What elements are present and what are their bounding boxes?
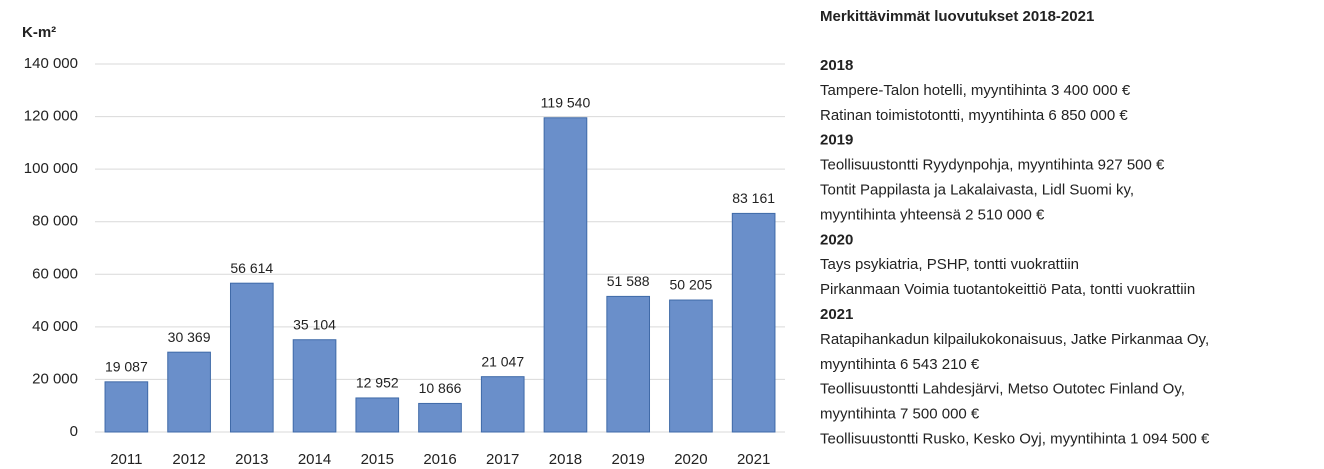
x-tick-label: 2012 xyxy=(172,451,205,468)
section-line: myyntihinta 7 500 000 € xyxy=(820,406,980,423)
bar xyxy=(669,299,713,433)
data-label: 21 047 xyxy=(481,353,524,369)
bar xyxy=(480,376,525,433)
x-tick-label: 2011 xyxy=(110,451,142,468)
section-line: Tays psykiatria, PSHP, tontti vuokrattii… xyxy=(820,256,1079,273)
y-tick-label: 100 000 xyxy=(24,160,78,177)
data-label: 10 866 xyxy=(419,380,462,396)
y-tick-label: 120 000 xyxy=(24,108,78,125)
section-line: Teollisuustontti Ryydynpohja, myyntihint… xyxy=(820,157,1165,174)
section-line: myyntihinta 6 543 210 € xyxy=(820,356,980,373)
x-tick-label: 2014 xyxy=(298,451,331,468)
section-year: 2021 xyxy=(820,306,853,323)
section-line: Tampere-Talon hotelli, myyntihinta 3 400… xyxy=(820,82,1131,99)
bar xyxy=(167,351,211,433)
section-year: 2018 xyxy=(820,57,853,74)
x-tick-label: 2016 xyxy=(423,451,456,468)
y-axis-title: K-m² xyxy=(22,24,56,41)
section-line: Ratinan toimistotontti, myyntihinta 6 85… xyxy=(820,107,1128,124)
section-line: Pirkanmaan Voimia tuotantokeittiö Pata, … xyxy=(820,281,1195,298)
bar xyxy=(229,282,274,433)
x-tick-label: 2017 xyxy=(486,451,519,468)
data-label: 12 952 xyxy=(356,375,399,391)
y-tick-label: 0 xyxy=(70,423,78,440)
section-line: Tontit Pappilasta ja Lakalaivasta, Lidl … xyxy=(820,181,1134,198)
x-tick-label: 2021 xyxy=(737,451,770,468)
bar xyxy=(543,117,588,433)
bar xyxy=(418,402,462,433)
y-tick-label: 140 000 xyxy=(24,55,78,72)
section-year: 2020 xyxy=(820,231,853,248)
sidebar-title: Merkittävimmät luovutukset 2018-2021 xyxy=(820,8,1094,25)
y-tick-label: 80 000 xyxy=(32,213,78,230)
section-year: 2019 xyxy=(820,132,853,149)
bar xyxy=(731,212,776,433)
section-line: Ratapihankadun kilpailukokonaisuus, Jatk… xyxy=(820,331,1209,348)
x-tick-label: 2020 xyxy=(674,451,707,468)
x-tick-label: 2019 xyxy=(611,451,644,468)
section-line: Teollisuustontti Rusko, Kesko Oyj, myynt… xyxy=(820,430,1210,447)
data-label: 35 104 xyxy=(293,316,336,332)
section-line: Teollisuustontti Lahdesjärvi, Metso Outo… xyxy=(820,381,1185,398)
y-tick-label: 60 000 xyxy=(32,265,78,282)
bar xyxy=(606,295,651,433)
data-label: 83 161 xyxy=(732,190,775,206)
bar xyxy=(292,339,337,433)
y-tick-label: 40 000 xyxy=(32,318,78,335)
data-label: 30 369 xyxy=(168,329,211,345)
x-tick-label: 2013 xyxy=(235,451,268,468)
data-label: 119 540 xyxy=(541,94,591,110)
bar xyxy=(104,381,149,433)
x-tick-label: 2015 xyxy=(361,451,394,468)
data-label: 19 087 xyxy=(105,359,148,375)
x-tick-label: 2018 xyxy=(549,451,582,468)
bar xyxy=(355,397,400,433)
y-tick-label: 20 000 xyxy=(32,370,78,387)
data-label: 56 614 xyxy=(230,260,273,276)
data-label: 51 588 xyxy=(607,273,650,289)
data-label: 50 205 xyxy=(669,277,712,293)
section-line: myyntihinta yhteensä 2 510 000 € xyxy=(820,206,1045,223)
